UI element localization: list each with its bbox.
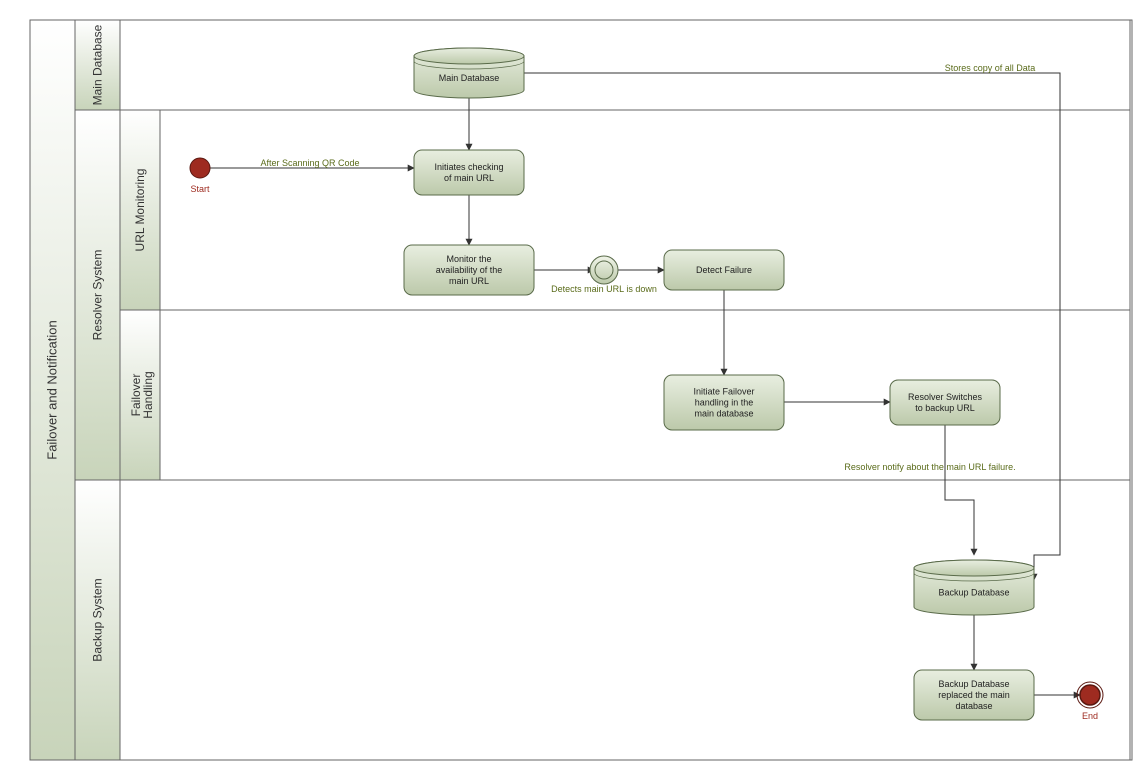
start-event — [190, 158, 210, 178]
svg-text:Backup Database: Backup Database — [938, 679, 1009, 689]
svg-text:Stores copy of all Data: Stores copy of all Data — [945, 63, 1036, 73]
intermediate-event — [590, 256, 618, 284]
svg-text:Backup Database: Backup Database — [938, 588, 1009, 598]
svg-text:Resolver notify about the main: Resolver notify about the main URL failu… — [844, 462, 1015, 472]
lane-row — [160, 110, 1130, 310]
svg-text:Main Database: Main Database — [439, 73, 500, 83]
bpmn-diagram: Failover and Notification Main Database Re… — [0, 0, 1147, 772]
svg-text:Monitor the: Monitor the — [446, 254, 491, 264]
svg-text:to backup URL: to backup URL — [915, 403, 975, 413]
svg-text:main database: main database — [694, 409, 753, 419]
svg-text:Detects main URL is down: Detects main URL is down — [551, 284, 657, 294]
svg-text:Resolver System: Resolver System — [91, 250, 105, 341]
svg-text:Backup System: Backup System — [91, 578, 105, 661]
svg-text:Initiates checking: Initiates checking — [434, 162, 503, 172]
svg-text:FailoverHandling: FailoverHandling — [129, 371, 155, 418]
svg-text:Detect Failure: Detect Failure — [696, 265, 752, 275]
svg-text:handling in the: handling in the — [695, 398, 754, 408]
svg-text:database: database — [955, 701, 992, 711]
svg-text:URL Monitoring: URL Monitoring — [133, 169, 147, 252]
end-event — [1080, 685, 1100, 705]
svg-text:Resolver Switches: Resolver Switches — [908, 392, 983, 402]
svg-text:Main Database: Main Database — [91, 24, 105, 105]
svg-text:Initiate Failover: Initiate Failover — [693, 387, 754, 397]
svg-text:After Scanning QR Code: After Scanning QR Code — [260, 158, 359, 168]
svg-text:main URL: main URL — [449, 276, 489, 286]
svg-text:of main URL: of main URL — [444, 173, 494, 183]
svg-text:Start: Start — [190, 184, 210, 194]
svg-text:Failover and Notification: Failover and Notification — [45, 320, 60, 459]
svg-text:End: End — [1082, 711, 1098, 721]
svg-text:replaced the main: replaced the main — [938, 690, 1010, 700]
svg-text:availability of the: availability of the — [436, 265, 503, 275]
